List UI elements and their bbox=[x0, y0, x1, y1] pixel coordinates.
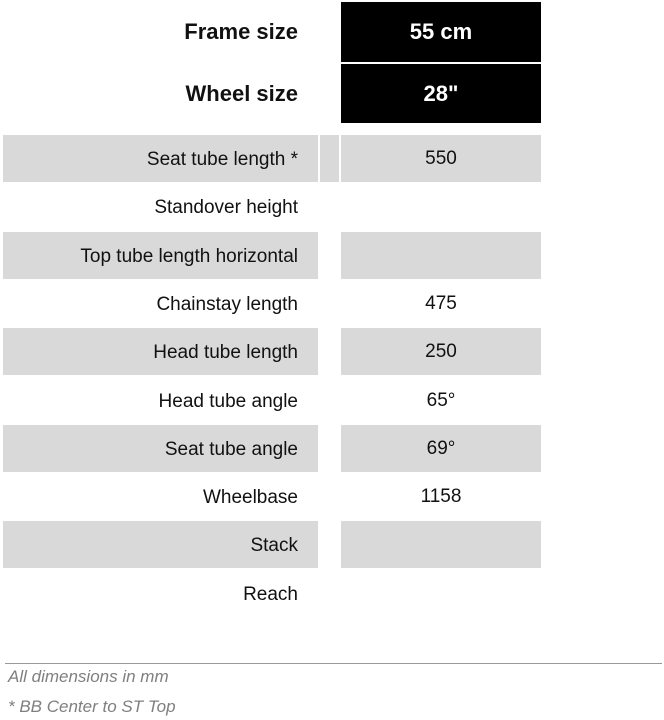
row-value bbox=[341, 521, 541, 569]
cell-gap bbox=[320, 280, 339, 327]
row-value: 69° bbox=[341, 424, 541, 472]
wheel-size-value: 28" bbox=[341, 64, 541, 123]
row-label: Standover height bbox=[154, 197, 298, 219]
table-row: Reach bbox=[0, 570, 664, 617]
row-label: Reach bbox=[243, 583, 298, 605]
divider bbox=[5, 663, 662, 664]
wheel-size-label: Wheel size bbox=[185, 81, 298, 106]
row-value bbox=[341, 570, 541, 617]
row-label: Stack bbox=[3, 521, 318, 569]
cell-gap bbox=[320, 377, 339, 424]
row-value bbox=[341, 183, 541, 230]
table-row: Top tube length horizontal bbox=[0, 231, 664, 279]
cell-gap bbox=[320, 328, 339, 375]
table-row: Head tube angle 65° bbox=[0, 377, 664, 424]
table-row: Standover height bbox=[0, 183, 664, 230]
frame-size-value: 55 cm bbox=[341, 2, 541, 62]
cell-gap bbox=[320, 425, 339, 472]
row-value bbox=[341, 231, 541, 279]
row-label: Head tube angle bbox=[158, 390, 298, 412]
row-value: 550 bbox=[341, 135, 541, 182]
row-label: Seat tube length * bbox=[3, 135, 318, 182]
table-row: Chainstay length 475 bbox=[0, 280, 664, 327]
cell-gap bbox=[320, 521, 339, 568]
row-value: 475 bbox=[425, 292, 457, 314]
row-label: Wheelbase bbox=[202, 487, 298, 509]
row-label: Top tube length horizontal bbox=[3, 231, 318, 279]
units-note: All dimensions in mm bbox=[8, 667, 169, 686]
table-row: Seat tube angle 69° bbox=[0, 424, 664, 472]
row-label: Seat tube angle bbox=[3, 424, 318, 472]
frame-size-label: Frame size bbox=[184, 19, 298, 44]
cell-gap bbox=[320, 473, 339, 520]
cell-gap bbox=[320, 232, 339, 279]
table-row: Head tube length 250 bbox=[0, 328, 664, 376]
row-label: Head tube length bbox=[3, 328, 318, 376]
row-label: Chainstay length bbox=[156, 293, 298, 315]
row-value: 250 bbox=[341, 328, 541, 376]
cell-gap bbox=[320, 570, 339, 617]
table-row: Stack bbox=[0, 521, 664, 569]
table-row: Wheelbase 1158 bbox=[0, 473, 664, 520]
frame-size-row: Frame size 55 cm bbox=[0, 2, 664, 62]
cell-gap bbox=[320, 135, 339, 182]
table-row: Seat tube length * 550 bbox=[0, 135, 664, 182]
row-value: 65° bbox=[426, 389, 456, 411]
wheel-size-row: Wheel size 28" bbox=[0, 64, 664, 124]
cell-gap bbox=[320, 183, 339, 230]
row-value: 1158 bbox=[420, 486, 462, 508]
footnote: * BB Center to ST Top bbox=[8, 697, 176, 716]
